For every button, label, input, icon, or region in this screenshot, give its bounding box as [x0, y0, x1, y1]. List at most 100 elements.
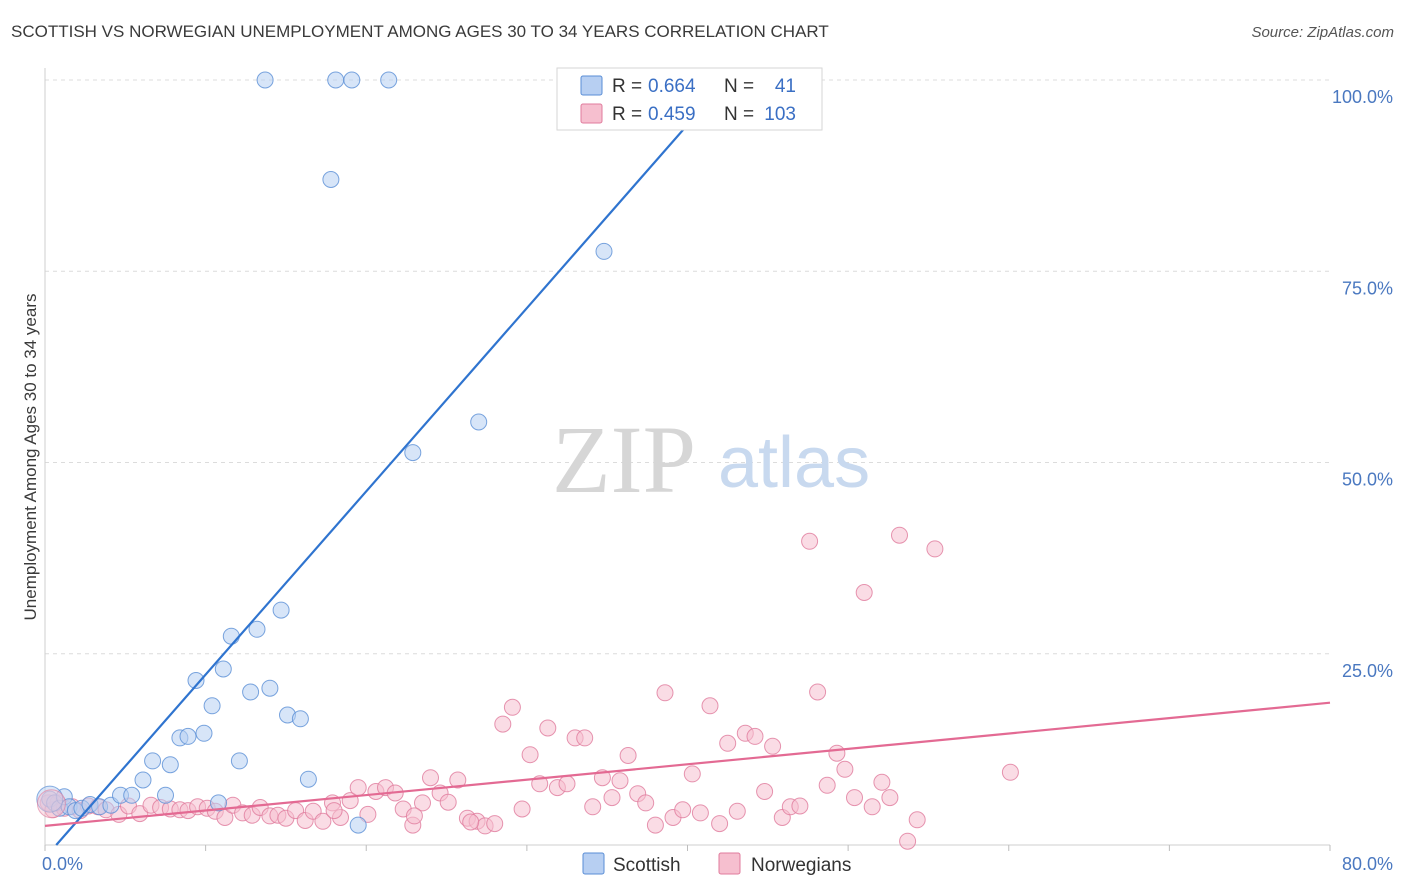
norwegians-point-102	[462, 813, 480, 831]
y-tick-label-25: 25.0%	[1342, 661, 1393, 681]
norwegians-point-84	[791, 797, 809, 815]
norwegians-point-93	[873, 773, 891, 791]
norwegians-point-100	[325, 802, 343, 820]
scottish-point-40	[256, 71, 274, 89]
trendline-norwegians	[44, 701, 1331, 827]
norwegians-point-90	[846, 789, 863, 807]
norwegians-point-72	[683, 765, 701, 783]
norwegians-point-97	[908, 811, 926, 829]
scottish-point-25	[242, 683, 260, 701]
norwegians-point-89	[836, 760, 854, 778]
y-tick-label-75: 75.0%	[1342, 278, 1393, 298]
norwegians-cluster-origin	[36, 789, 66, 819]
trend-layer	[44, 125, 1331, 846]
axis-layer	[44, 68, 1331, 851]
norwegians-point-46	[449, 771, 467, 789]
watermark-zip: ZIP	[552, 406, 696, 513]
scottish-point-39	[595, 242, 613, 260]
watermark: ZIP atlas	[552, 406, 870, 513]
scottish-point-12	[134, 771, 152, 789]
norwegians-point-101	[405, 807, 423, 825]
scottish-point-17	[179, 727, 197, 745]
scottish-point-26	[248, 620, 266, 638]
legend-r-value-norwegians: 0.459	[648, 104, 696, 125]
legend-r-value-scottish: 0.664	[648, 76, 696, 97]
scottish-point-14	[157, 786, 174, 804]
norwegians-point-88	[828, 744, 846, 762]
scottish-point-35	[349, 816, 367, 834]
norwegians-point-63	[603, 789, 621, 807]
norwegians-point-51	[494, 715, 512, 733]
source-label: Source: ZipAtlas.com	[1251, 24, 1394, 41]
y-tick-label-50: 50.0%	[1342, 470, 1393, 490]
norwegians-point-69	[656, 684, 674, 702]
norwegians-point-75	[711, 815, 729, 833]
grid-layer	[45, 79, 1330, 655]
norwegians-point-95	[891, 526, 908, 544]
scottish-point-18	[187, 672, 205, 689]
legend-r-label-scottish: R =	[612, 76, 642, 97]
top-legend: R = 0.664 N = 41 R = 0.459 N = 103	[556, 67, 823, 131]
norwegians-point-74	[701, 697, 719, 715]
norwegians-point-79	[746, 727, 764, 745]
scottish-point-38	[470, 413, 488, 431]
ticks-layer: 25.0% 50.0% 75.0% 100.0% 0.0% 80.0%	[42, 87, 1393, 874]
norwegians-point-96	[899, 832, 917, 850]
norwegians-point-99	[1001, 763, 1019, 781]
norwegians-point-71	[674, 801, 692, 819]
norwegians-point-87	[818, 776, 836, 794]
norwegians-point-76	[719, 734, 737, 752]
watermark-atlas: atlas	[718, 423, 870, 503]
norwegians-point-43	[422, 769, 439, 787]
norwegians-point-35	[349, 779, 367, 797]
norwegians-point-58	[558, 775, 576, 793]
norwegians-point-85	[801, 532, 819, 550]
scottish-point-28	[272, 601, 290, 619]
norwegians-point-52	[503, 698, 521, 716]
bottom-legend-label-scottish: Scottish	[613, 855, 681, 876]
norwegians-point-56	[539, 719, 557, 737]
points-layer	[36, 71, 1019, 850]
legend-swatch-norwegians	[580, 103, 603, 124]
scottish-point-15	[161, 756, 179, 774]
x-tick-label-min: 0.0%	[42, 854, 83, 874]
norwegians-point-80	[756, 783, 774, 800]
legend-swatch-scottish	[580, 75, 603, 96]
scottish-point-11	[123, 786, 141, 804]
norwegians-point-61	[584, 798, 602, 816]
norwegians-point-31	[314, 812, 332, 830]
bottom-legend: Scottish Norwegians	[582, 852, 851, 876]
norwegians-point-98	[926, 540, 944, 558]
legend-r-label-norwegians: R =	[612, 104, 642, 125]
bottom-legend-swatch-scottish	[582, 852, 605, 875]
legend-n-value-norwegians: 103	[764, 104, 796, 125]
series-norwegians	[39, 526, 1019, 850]
norwegians-point-54	[521, 746, 539, 764]
norwegians-point-67	[637, 794, 655, 812]
norwegians-point-42	[414, 794, 431, 812]
norwegians-point-45	[439, 793, 457, 811]
scottish-point-36	[380, 71, 398, 89]
scottish-point-13	[144, 752, 162, 770]
norwegians-point-94	[881, 789, 899, 807]
scottish-point-33	[327, 71, 345, 89]
scottish-point-21	[210, 794, 227, 812]
series-scottish	[41, 71, 613, 834]
y-tick-label-100: 100.0%	[1332, 87, 1393, 107]
norwegians-point-60	[576, 729, 594, 747]
norwegians-point-92	[863, 798, 881, 816]
scottish-point-19	[195, 724, 213, 742]
y-axis-label: Unemployment Among Ages 30 to 34 years	[21, 294, 40, 621]
trendline-scottish	[55, 125, 687, 846]
scottish-point-34	[343, 71, 361, 89]
scottish-point-27	[261, 679, 279, 697]
norwegians-point-53	[513, 800, 531, 818]
legend-n-label-norwegians: N =	[724, 104, 754, 125]
scottish-point-30	[291, 710, 309, 728]
norwegians-point-36	[359, 805, 377, 823]
norwegians-point-68	[646, 816, 664, 834]
bottom-legend-label-norwegians: Norwegians	[751, 855, 851, 876]
x-tick-label-max: 80.0%	[1342, 854, 1393, 874]
scottish-point-24	[230, 752, 248, 770]
legend-n-label-scottish: N =	[724, 76, 754, 97]
